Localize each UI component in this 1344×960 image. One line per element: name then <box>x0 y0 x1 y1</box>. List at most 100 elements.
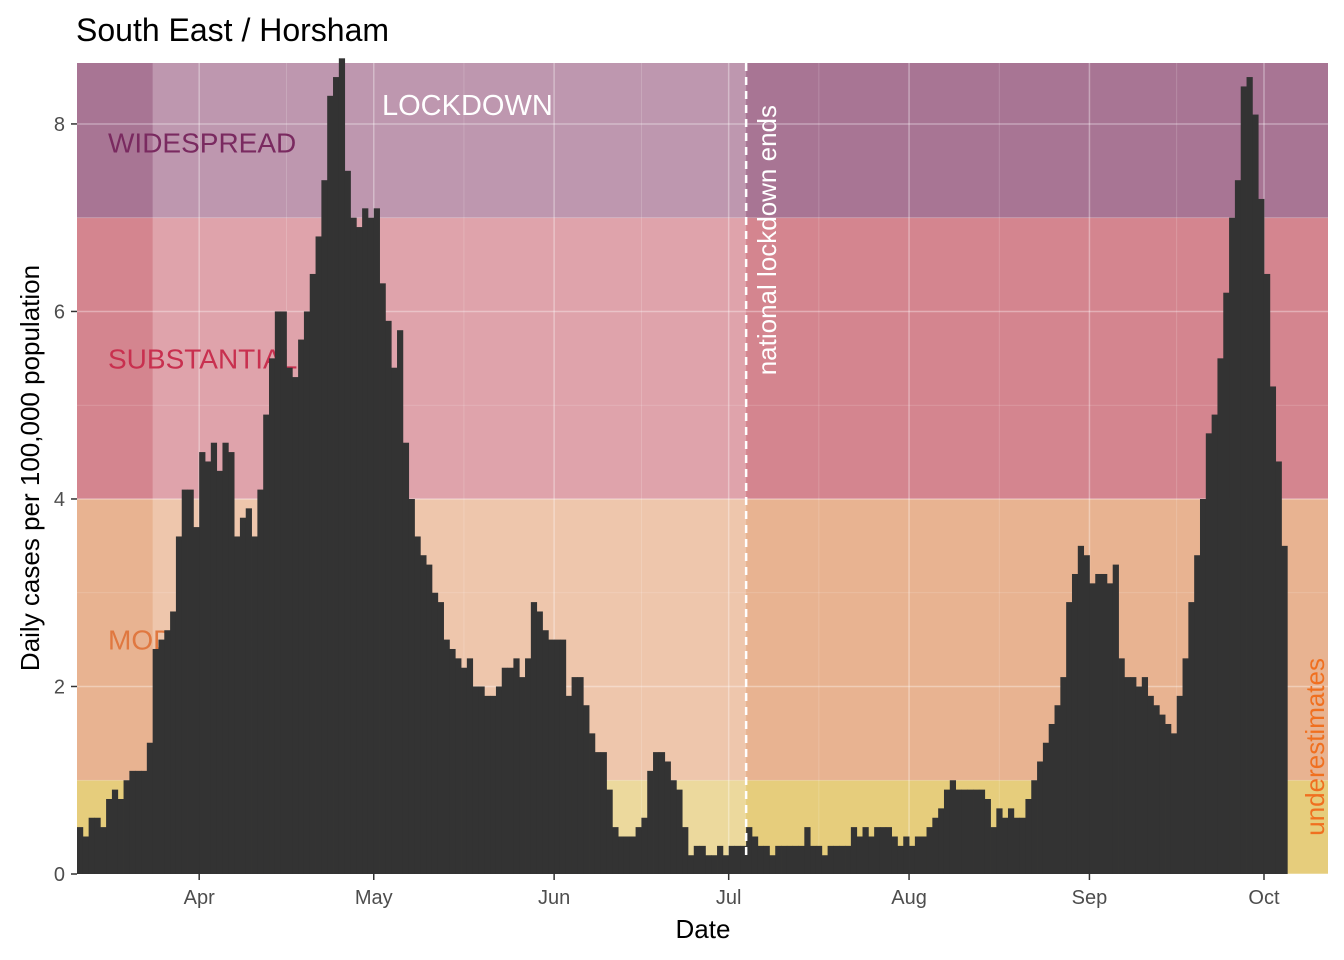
bar <box>187 489 194 874</box>
bar <box>501 667 508 874</box>
bar <box>1159 714 1166 874</box>
x-tick-label: Oct <box>1248 887 1280 909</box>
bar <box>629 836 636 874</box>
bar <box>466 658 474 874</box>
bar <box>757 845 764 874</box>
bar <box>699 845 706 874</box>
bar <box>164 630 171 874</box>
bar <box>181 489 188 874</box>
bar <box>647 770 654 874</box>
bar <box>618 836 625 874</box>
bar <box>1170 733 1178 874</box>
bar <box>1269 386 1277 874</box>
lockdown-label: LOCKDOWN <box>382 90 553 122</box>
bar <box>1060 677 1067 874</box>
bar <box>909 845 916 874</box>
plot-area: MODERATESUBSTANTIALWIDESPREADLOCKDOWNnat… <box>54 58 1330 909</box>
bar <box>292 377 299 874</box>
bar <box>751 836 759 874</box>
bar <box>362 208 369 874</box>
bar <box>210 442 218 874</box>
bar <box>461 667 468 874</box>
bar <box>309 273 316 875</box>
bar <box>141 770 148 874</box>
bar <box>344 170 351 875</box>
bar <box>839 845 846 874</box>
bar <box>845 845 852 874</box>
bar <box>216 470 223 874</box>
bar <box>856 836 863 874</box>
bar <box>554 639 561 874</box>
bar <box>1229 217 1236 875</box>
bar <box>868 836 875 874</box>
bar <box>1048 723 1055 874</box>
bar <box>1124 677 1131 874</box>
bar <box>734 845 741 874</box>
y-tick-label: 0 <box>54 864 65 886</box>
bar <box>1002 817 1009 874</box>
bar <box>443 639 450 874</box>
bar <box>763 845 770 874</box>
bar <box>129 770 136 874</box>
bar <box>775 845 782 874</box>
bar <box>885 827 893 874</box>
bar <box>798 845 805 874</box>
bar <box>1194 555 1201 874</box>
bar <box>653 752 660 874</box>
bar <box>1042 742 1050 874</box>
x-tick-label: Aug <box>891 887 927 909</box>
bar <box>565 695 572 874</box>
bar <box>274 311 282 874</box>
x-axis-label: Date <box>676 914 731 944</box>
bar <box>693 845 700 874</box>
bar <box>833 845 840 874</box>
bar <box>996 808 1003 874</box>
bar <box>298 339 305 874</box>
bar <box>431 592 439 874</box>
bar <box>1025 798 1032 874</box>
bar <box>146 742 154 874</box>
bar <box>222 442 229 874</box>
bar <box>1135 686 1143 874</box>
bar <box>815 845 823 874</box>
bar <box>722 855 730 874</box>
bar <box>559 639 567 874</box>
band-widespread <box>77 63 1328 218</box>
bar <box>967 789 974 874</box>
bar <box>397 330 404 874</box>
bar <box>1083 555 1090 874</box>
bar <box>1263 273 1271 875</box>
bar <box>769 855 776 874</box>
bar <box>804 827 811 874</box>
bar <box>920 836 927 874</box>
bar <box>158 639 165 874</box>
bar <box>1176 695 1183 874</box>
bar <box>594 752 602 874</box>
bar <box>205 461 212 874</box>
bar <box>495 686 503 874</box>
bar <box>1205 433 1213 874</box>
bar <box>367 217 375 875</box>
bar <box>455 658 462 874</box>
x-tick-label: Jul <box>716 887 742 909</box>
bar <box>530 602 538 874</box>
bar <box>862 827 869 874</box>
bar <box>1240 86 1247 874</box>
bar <box>1130 677 1137 874</box>
bar <box>984 798 991 874</box>
bar <box>402 442 410 874</box>
bar <box>990 827 997 874</box>
bar <box>379 283 386 874</box>
band-label-widespread: WIDESPREAD <box>108 128 296 159</box>
bar <box>199 452 206 874</box>
bar <box>903 836 910 874</box>
bar <box>874 827 881 874</box>
bar <box>338 58 346 875</box>
bar <box>1246 77 1253 874</box>
bar <box>1188 602 1195 874</box>
bar <box>827 845 834 874</box>
bar <box>1066 602 1073 874</box>
bar <box>600 752 607 874</box>
bar <box>641 817 648 874</box>
chart-title: South East / Horsham <box>76 12 389 48</box>
